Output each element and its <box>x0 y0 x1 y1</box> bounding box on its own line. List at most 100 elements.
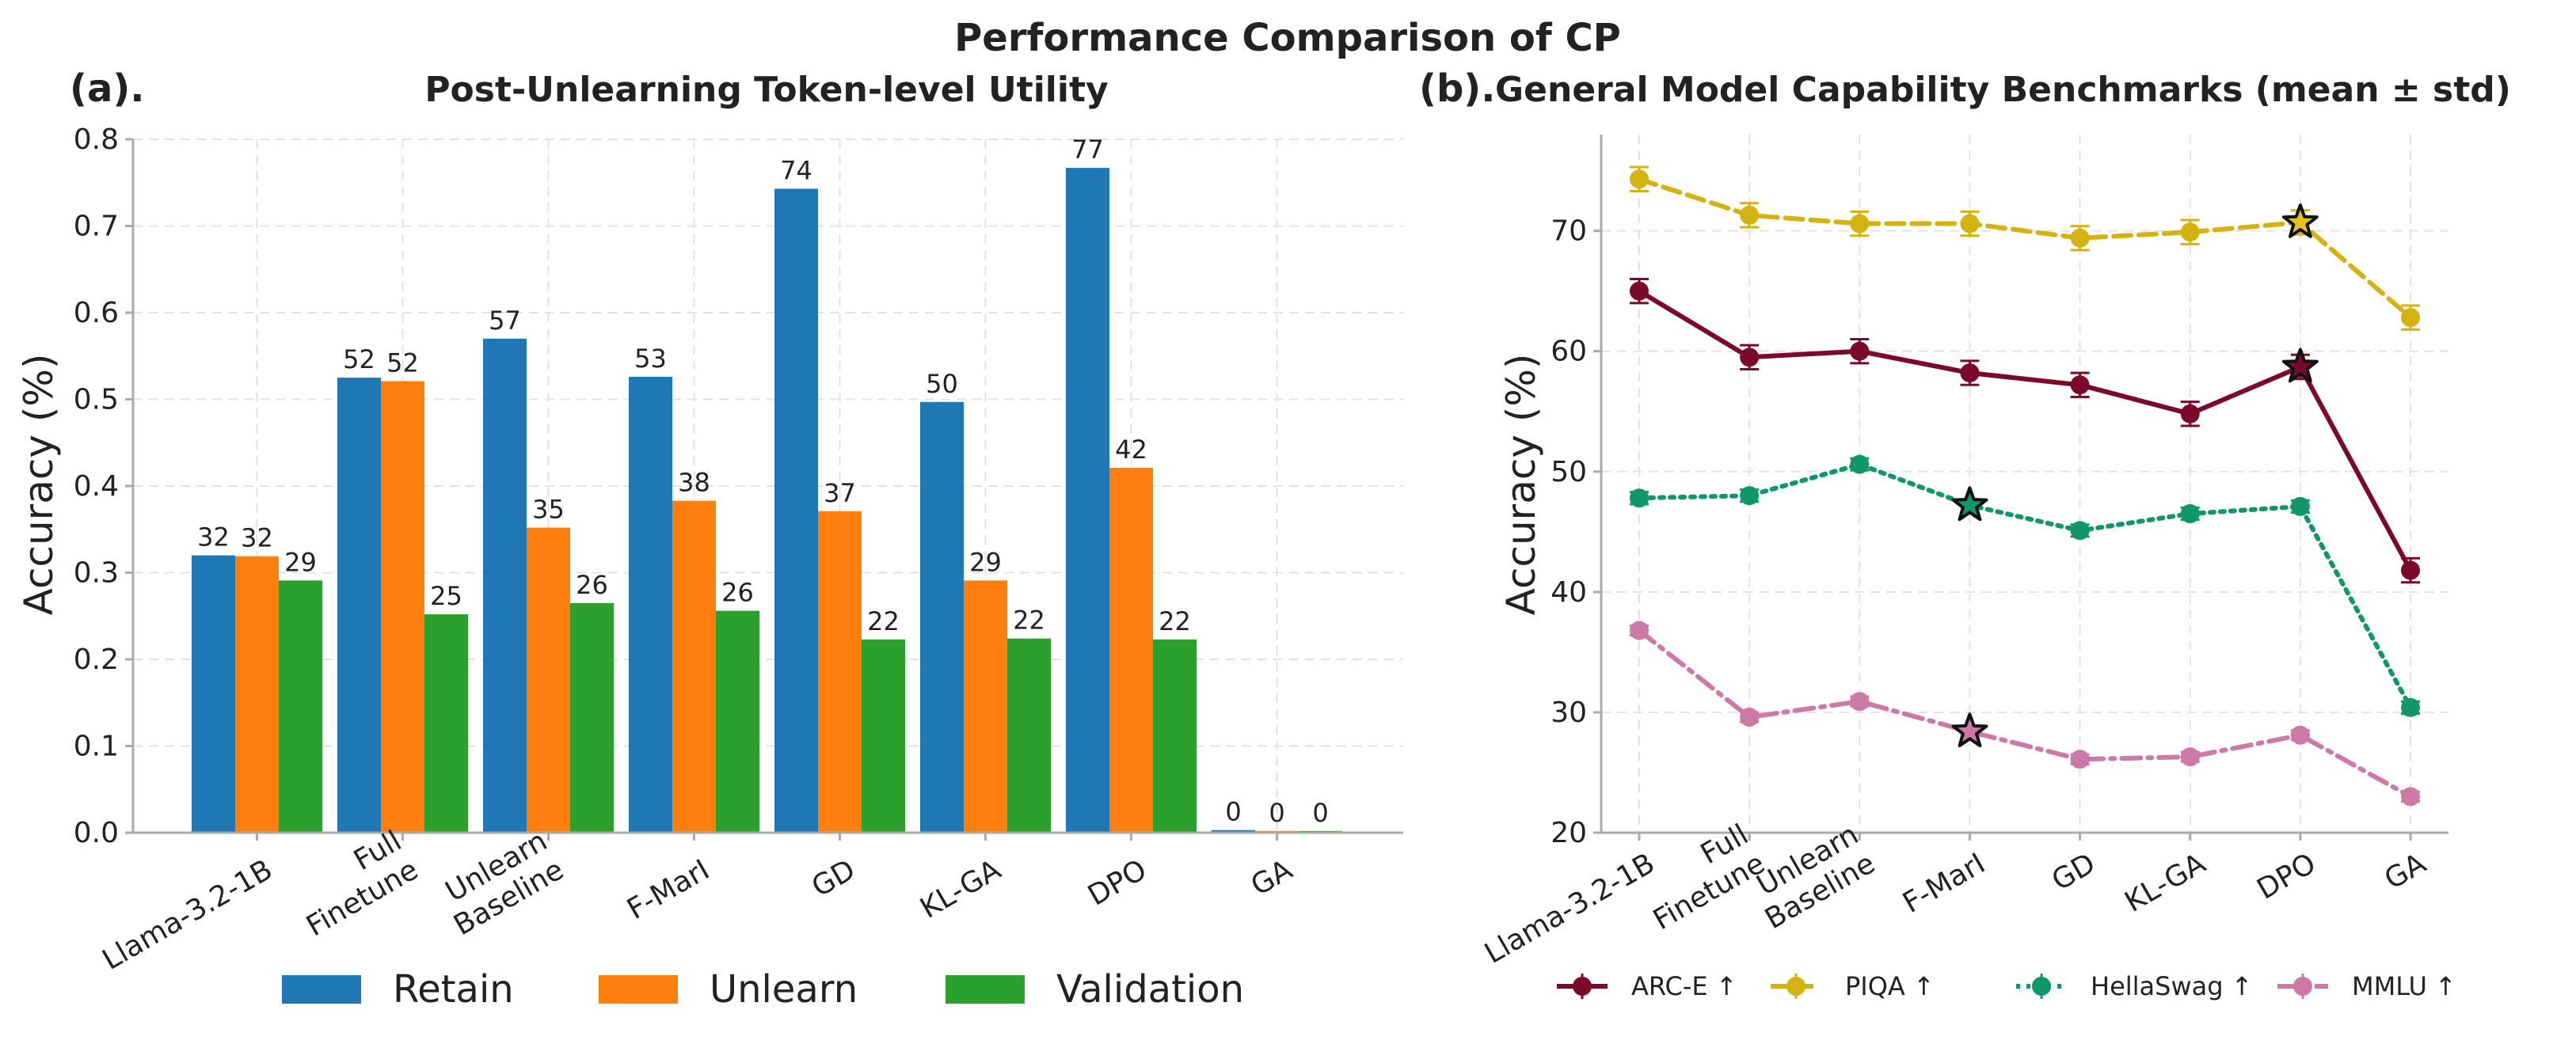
x-tick-label: DPO <box>2252 847 2322 906</box>
point-hellaswag-unlearn-baseline <box>1850 454 1870 474</box>
bar-retain-unlearn-baseline <box>483 338 527 833</box>
legend-swatch-validation <box>946 975 1025 1004</box>
x-tick-label-line: GD <box>2046 847 2101 897</box>
legend-marker-piqa <box>1786 977 1805 996</box>
point-mmlu-llama-3-2-1b <box>1630 621 1649 640</box>
x-tick-label: FullFinetune <box>284 825 424 943</box>
y-tick-label: 0.4 <box>74 470 119 503</box>
series-hellaswag <box>1630 454 2420 717</box>
panel-a-legend: Retain Unlearn Validation <box>282 967 1244 1012</box>
data-label-validation: 22 <box>867 606 900 636</box>
point-mmlu-full-finetune <box>1740 708 1760 727</box>
bar-unlearn-kl-ga <box>964 580 1007 833</box>
y-tick-label: 40 <box>1551 576 1587 609</box>
point-hellaswag-gd <box>2070 521 2090 541</box>
point-mmlu-gd <box>2070 750 2090 769</box>
x-tick-label-line: F-MarI <box>1897 847 1991 920</box>
bar-validation-f-mari <box>716 610 759 833</box>
legend-label-unlearn: Unlearn <box>710 967 858 1012</box>
panel-a-grid <box>133 139 1403 833</box>
legend-marker-mmlu <box>2293 977 2312 996</box>
data-label-retain: 77 <box>1071 135 1104 165</box>
panel-b-ylabel: Accuracy (%) <box>1498 354 1544 616</box>
bar-unlearn-f-mari <box>672 500 716 833</box>
panel-a-label: (a). <box>70 66 145 111</box>
x-tick-label-line: F-MarI <box>622 853 715 926</box>
y-tick-label: 0.0 <box>74 817 119 849</box>
point-hellaswag-ga <box>2401 697 2420 717</box>
legend-label-validation: Validation <box>1056 967 1244 1012</box>
panel-b-legend: ARC-E ↑ PIQA ↑ HellaSwag ↑ MMLU ↑ <box>1557 971 2456 1001</box>
x-tick-label-line: GA <box>2380 847 2432 896</box>
line-chart-panel: (b). General Model Capability Benchmarks… <box>1419 66 2511 1001</box>
bar-validation-dpo <box>1153 639 1197 833</box>
data-label-validation: 0 <box>1312 798 1328 828</box>
x-tick-label: F-MarI <box>622 853 715 926</box>
y-tick-label: 0.6 <box>74 297 119 329</box>
legend-label-hellaswag: HellaSwag ↑ <box>2091 971 2253 1001</box>
point-arc-e-unlearn-baseline <box>1850 341 1870 361</box>
point-piqa-gd <box>2070 228 2090 248</box>
data-label-unlearn: 29 <box>969 547 1002 577</box>
panel-b-title: General Model Capability Benchmarks (mea… <box>1495 70 2511 110</box>
bar-validation-unlearn-baseline <box>570 602 614 833</box>
x-tick-label: KL-GA <box>2120 847 2212 919</box>
data-label-validation: 25 <box>430 581 462 611</box>
y-tick-label: 70 <box>1551 215 1587 248</box>
bar-retain-dpo <box>1066 168 1109 833</box>
legend-label-piqa: PIQA ↑ <box>1845 971 1935 1001</box>
y-tick-label: 30 <box>1551 697 1587 729</box>
bar-retain-gd <box>774 188 818 833</box>
legend-marker-hellaswag <box>2032 977 2051 996</box>
panel-a-bars <box>192 168 1342 833</box>
data-label-unlearn: 42 <box>1115 435 1147 465</box>
legend-label-mmlu: MMLU ↑ <box>2352 971 2456 1001</box>
point-mmlu-unlearn-baseline <box>1850 692 1870 712</box>
legend-swatch-retain <box>282 975 361 1004</box>
bar-retain-kl-ga <box>920 401 964 833</box>
x-tick-label-line: DPO <box>1083 853 1152 912</box>
point-mmlu-dpo <box>2290 725 2310 745</box>
data-label-retain: 0 <box>1225 797 1241 827</box>
series-piqa <box>1630 165 2420 331</box>
x-tick-label: KL-GA <box>915 853 1006 925</box>
y-tick-label: 50 <box>1551 456 1587 488</box>
point-hellaswag-kl-ga <box>2180 504 2200 524</box>
panel-a-ylabel: Accuracy (%) <box>16 354 62 616</box>
data-label-unlearn: 32 <box>241 523 273 553</box>
panel-b-label: (b). <box>1419 66 1495 111</box>
x-tick-label: GA <box>1246 853 1298 902</box>
point-piqa-kl-ga <box>2180 222 2200 242</box>
panel-a-yticks: 0.0 0.1 0.2 0.3 0.4 0.5 0.6 0.7 0.8 <box>74 123 133 849</box>
line-piqa <box>1637 177 2413 321</box>
point-piqa-ga <box>2401 308 2420 328</box>
data-label-unlearn: 38 <box>678 468 710 498</box>
x-tick-label: DPO <box>1083 853 1152 912</box>
panel-b-series <box>1630 165 2420 807</box>
bar-chart-panel: (a). Post-Unlearning Token-level Utility… <box>16 66 1403 1012</box>
data-label-unlearn: 0 <box>1269 798 1284 828</box>
data-label-unlearn: 37 <box>824 478 856 508</box>
point-arc-e-f-mari <box>1960 363 1980 383</box>
y-tick-label: 60 <box>1551 336 1587 368</box>
bar-unlearn-unlearn-baseline <box>527 527 570 833</box>
y-tick-label: 0.7 <box>74 211 119 243</box>
legend-label-arc-e: ARC-E ↑ <box>1631 971 1737 1001</box>
y-tick-label: 0.1 <box>74 731 119 763</box>
bar-retain-f-mari <box>629 377 672 833</box>
y-tick-label: 0.5 <box>74 384 119 416</box>
x-tick-label: GA <box>2380 847 2432 896</box>
panel-a-data-labels: 32 52 57 53 74 50 77 0 32 52 35 38 37 29 42 0 29 25 26 26 22… <box>197 135 1329 828</box>
line-hellaswag <box>1637 461 2413 710</box>
point-arc-e-kl-ga <box>2180 404 2200 423</box>
bar-retain-llama-3-2-1b <box>192 555 235 833</box>
x-tick-label: UnlearnBaseline <box>432 825 569 942</box>
bar-unlearn-full-finetune <box>381 381 424 833</box>
point-piqa-llama-3-2-1b <box>1630 169 1649 189</box>
bar-validation-kl-ga <box>1007 638 1051 833</box>
point-piqa-full-finetune <box>1740 205 1760 225</box>
data-label-validation: 22 <box>1159 606 1191 636</box>
